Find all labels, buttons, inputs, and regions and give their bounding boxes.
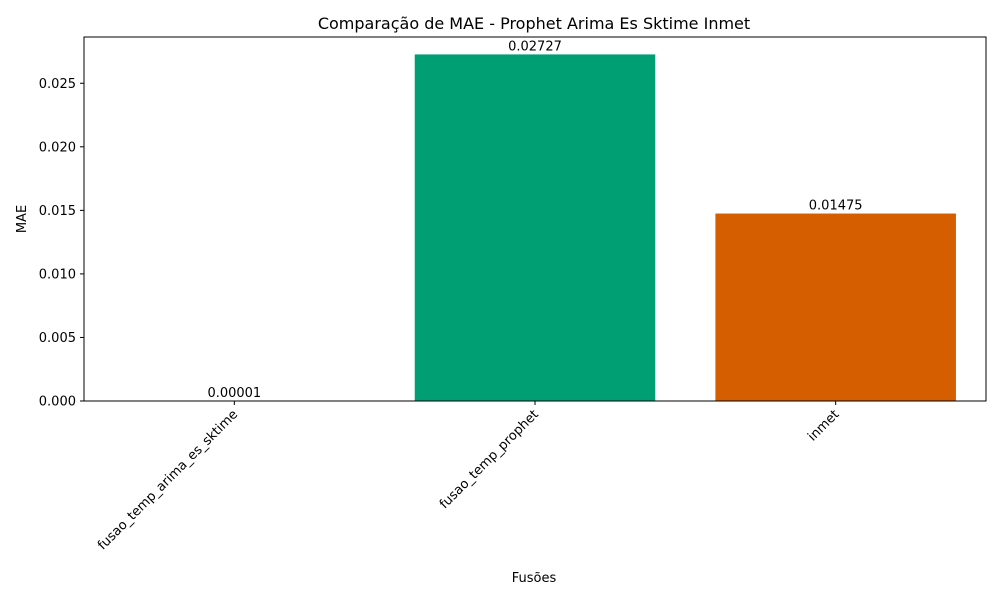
bar-inmet [715,213,956,401]
x-axis-label: Fusões [512,571,557,586]
data-label-inmet: 0.01475 [809,199,863,214]
plot-area: 0.00001 0.02727 0.01475 0.000 0.005 0.010 0.01… [39,36,987,553]
y-tick-label: 0.020 [39,140,76,155]
y-tick-label: 0.025 [39,77,76,92]
y-axis-label: MAE [15,205,30,233]
y-tick-label: 0.000 [39,395,76,410]
x-tick-label-fusao_temp_prophet: fusao_temp_prophet [437,407,542,512]
chart-title: Comparação de MAE - Prophet Arima Es Skt… [318,14,750,33]
y-tick-label: 0.005 [39,331,76,346]
data-label-fusao_temp_arima_es_sktime: 0.00001 [207,386,261,401]
bar-fusao_temp_prophet [414,54,656,401]
x-tick-label-inmet: inmet [805,407,842,444]
data-label-fusao_temp_prophet: 0.02727 [508,39,562,54]
y-tick-label: 0.015 [39,204,76,219]
y-tick-label: 0.010 [39,267,76,282]
plot-frame [83,36,987,402]
x-tick-label-fusao_temp_arima_es_sktime: fusao_temp_arima_es_sktime [95,407,241,553]
